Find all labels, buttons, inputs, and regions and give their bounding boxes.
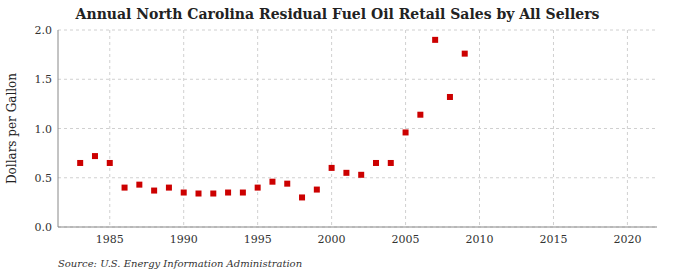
- x-axis-line: [58, 227, 657, 228]
- y-axis-label: Dollars per Gallon: [5, 73, 19, 184]
- point: [373, 160, 379, 166]
- point: [388, 160, 394, 166]
- y-axis-line: [58, 30, 59, 227]
- source-note: Source: U.S. Energy Information Administ…: [58, 258, 302, 269]
- point: [343, 170, 349, 176]
- y-tick-label: 2.0: [35, 24, 53, 37]
- x-tick-label: 2000: [318, 233, 346, 246]
- point: [255, 185, 261, 191]
- y-grid-line: [58, 227, 657, 228]
- point: [77, 160, 83, 166]
- x-tick-label: 2015: [539, 233, 567, 246]
- point: [210, 191, 216, 197]
- x-tick-label: 2020: [613, 233, 641, 246]
- x-tick-label: 1990: [170, 233, 198, 246]
- point: [284, 181, 290, 187]
- point: [240, 190, 246, 196]
- grid: [58, 30, 657, 227]
- point: [151, 188, 157, 194]
- title: Annual North Carolina Residual Fuel Oil …: [75, 6, 600, 22]
- point: [432, 37, 438, 43]
- x-grid-line: [257, 30, 258, 227]
- point: [181, 190, 187, 196]
- point: [122, 185, 128, 191]
- x-grid-line: [183, 30, 184, 227]
- point: [447, 94, 453, 100]
- y-tick-label: 1.0: [35, 123, 53, 136]
- points: [77, 37, 468, 201]
- point: [329, 165, 335, 171]
- x-grid-line: [553, 30, 554, 227]
- point: [358, 172, 364, 178]
- y-grid-line: [58, 177, 657, 178]
- x-grid-line: [109, 30, 110, 227]
- point: [403, 129, 409, 135]
- point: [462, 51, 468, 57]
- x-grid-line: [627, 30, 628, 227]
- y-tick-label: 0.5: [35, 172, 53, 185]
- x-tick-label: 2005: [392, 233, 420, 246]
- y-grid-line: [58, 128, 657, 129]
- y-grid-line: [58, 30, 657, 31]
- x-tick-label: 2010: [466, 233, 494, 246]
- point: [136, 182, 142, 188]
- point: [196, 191, 202, 197]
- x-tick-label: 1995: [244, 233, 272, 246]
- x-tick-label: 1985: [96, 233, 124, 246]
- x-grid-line: [479, 30, 480, 227]
- x-grid-line: [331, 30, 332, 227]
- chart: Annual North Carolina Residual Fuel Oil …: [0, 0, 675, 275]
- x-grid-line: [405, 30, 406, 227]
- point: [299, 194, 305, 200]
- y-grid-line: [58, 79, 657, 80]
- point: [225, 190, 231, 196]
- point: [166, 185, 172, 191]
- point: [417, 112, 423, 118]
- point: [269, 179, 275, 185]
- point: [314, 187, 320, 193]
- y-tick-label: 0.0: [35, 221, 53, 234]
- y-tick-label: 1.5: [35, 73, 53, 86]
- point: [107, 160, 113, 166]
- point: [92, 153, 98, 159]
